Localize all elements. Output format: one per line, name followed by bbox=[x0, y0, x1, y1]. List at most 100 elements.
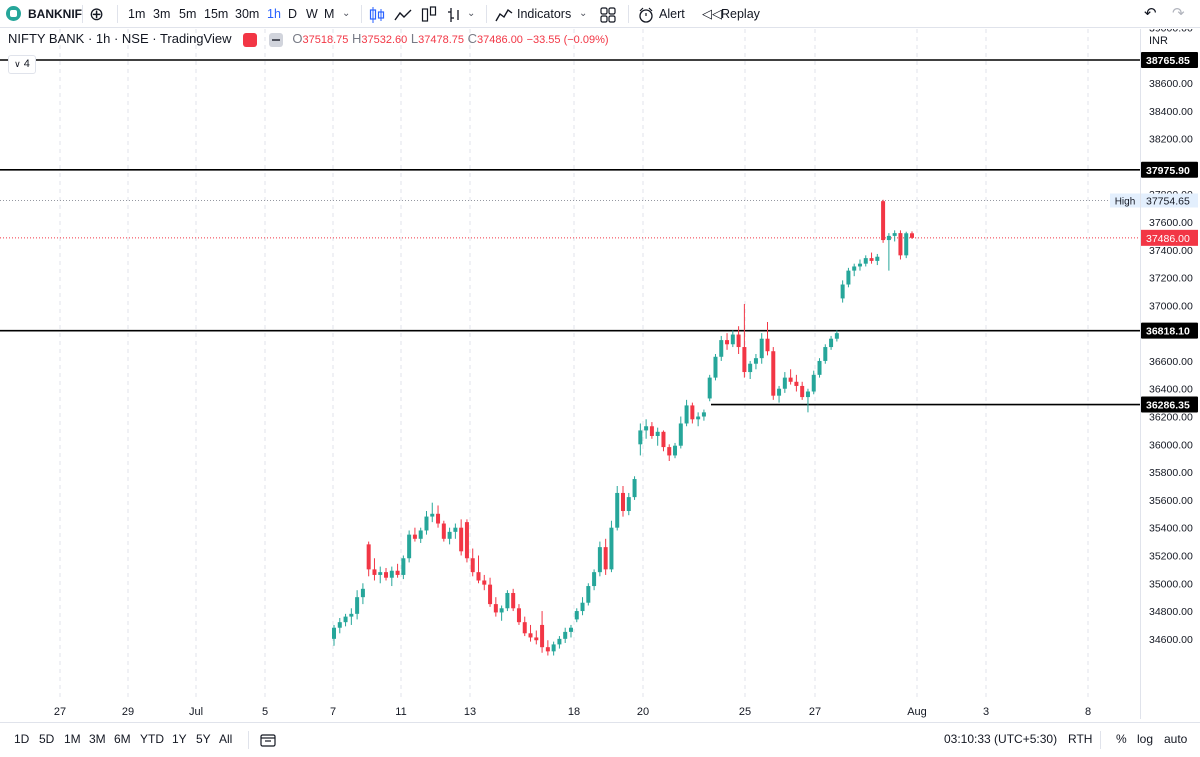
timeframe-D[interactable]: D bbox=[288, 7, 298, 21]
candle-body bbox=[886, 235, 891, 241]
range-5D[interactable]: 5D bbox=[39, 732, 55, 746]
replay-rewind-icon[interactable]: ◁◁ bbox=[702, 6, 722, 21]
redo-icon[interactable]: ↷ bbox=[1172, 5, 1185, 22]
chart-type-chevron-icon[interactable]: ⌄ bbox=[467, 8, 476, 19]
line-chart-type-icon[interactable] bbox=[394, 0, 412, 28]
last-price-label: 37486.00 bbox=[1146, 233, 1190, 245]
goto-date-icon[interactable] bbox=[260, 723, 276, 756]
auto-scale-toggle[interactable]: auto bbox=[1164, 732, 1188, 746]
range-6M[interactable]: 6M bbox=[114, 732, 131, 746]
range-5Y[interactable]: 5Y bbox=[196, 732, 211, 746]
timeframe-M[interactable]: M bbox=[324, 7, 335, 21]
candles-chart-type-icon[interactable] bbox=[369, 0, 385, 28]
price-tick-label: 38400.00 bbox=[1149, 106, 1193, 118]
compare-bars-icon[interactable] bbox=[421, 0, 437, 28]
candle-body bbox=[482, 580, 487, 585]
time-axis-label: 25 bbox=[739, 706, 751, 718]
time-axis-label: Aug bbox=[907, 706, 927, 718]
range-1M[interactable]: 1M bbox=[64, 732, 81, 746]
price-axis[interactable]: 39000.0038600.0038400.0038200.0037800.00… bbox=[1140, 29, 1200, 719]
log-scale-toggle[interactable]: log bbox=[1137, 732, 1154, 746]
alert-button[interactable]: Alert bbox=[659, 7, 685, 21]
candle-body bbox=[366, 544, 371, 570]
range-1D[interactable]: 1D bbox=[14, 732, 30, 746]
range-YTD[interactable]: YTD bbox=[140, 732, 164, 746]
range-3M[interactable]: 3M bbox=[89, 732, 106, 746]
timeframe-1h[interactable]: 1h bbox=[267, 7, 281, 21]
timeframe-30m[interactable]: 30m bbox=[235, 7, 260, 21]
timeframe-3m[interactable]: 3m bbox=[153, 7, 171, 21]
timeframe-1m[interactable]: 1m bbox=[128, 7, 146, 21]
candle-body bbox=[580, 602, 585, 612]
layout-grid-icon[interactable] bbox=[600, 0, 616, 28]
add-symbol-icon[interactable]: ⊕ bbox=[89, 4, 105, 24]
timeframe-dropdown-chevron-icon[interactable]: ⌄ bbox=[342, 8, 351, 19]
legend-close-value: 37486.00 bbox=[477, 34, 523, 46]
price-tick-label: 36200.00 bbox=[1149, 412, 1193, 424]
range-All[interactable]: All bbox=[219, 732, 233, 746]
candle-body bbox=[771, 351, 776, 396]
bottom-divider bbox=[1100, 731, 1101, 749]
candle-body bbox=[574, 611, 579, 620]
currency-label[interactable]: INR bbox=[1149, 35, 1168, 47]
indicators-collapse-toggle[interactable]: ∨ 4 bbox=[8, 55, 36, 74]
level-price-label: 36818.10 bbox=[1146, 326, 1190, 338]
indicators-button[interactable]: Indicators bbox=[517, 7, 572, 21]
alarm-clock-icon[interactable] bbox=[637, 0, 655, 28]
candle-body bbox=[557, 638, 562, 645]
last-price-badge bbox=[1141, 229, 1198, 246]
legend-change-value: −33.55 (−0.09%) bbox=[526, 34, 609, 46]
level-price-label: 38765.85 bbox=[1146, 55, 1190, 67]
timeframe-W[interactable]: W bbox=[306, 7, 318, 21]
candle-body bbox=[719, 340, 724, 357]
replay-button[interactable]: Replay bbox=[721, 7, 760, 21]
top-toolbar: BANKNIF ⊕ 1m 3m 5m 15m 30m 1h D W M ⌄ ⌄ … bbox=[0, 0, 1200, 28]
candle-body bbox=[378, 572, 383, 575]
indicators-icon[interactable] bbox=[495, 0, 513, 28]
bar-chart-type-icon[interactable] bbox=[446, 0, 462, 28]
candle-body bbox=[713, 356, 718, 378]
high-value-badge bbox=[1141, 193, 1198, 208]
timeframe-5m[interactable]: 5m bbox=[179, 7, 197, 21]
candle-body bbox=[401, 558, 406, 575]
candle-body bbox=[644, 426, 649, 431]
candle-body bbox=[857, 263, 862, 267]
candle-body bbox=[701, 412, 706, 417]
legend-color-swatch[interactable] bbox=[243, 32, 258, 47]
toolbar-divider bbox=[486, 5, 487, 23]
session-toggle[interactable]: RTH bbox=[1068, 732, 1093, 746]
time-axis-label: 11 bbox=[395, 706, 406, 718]
price-tick-label: 35600.00 bbox=[1149, 495, 1193, 507]
price-tick-label: 37200.00 bbox=[1149, 273, 1193, 285]
candle-body bbox=[684, 405, 689, 424]
candle-body bbox=[551, 644, 556, 652]
range-1Y[interactable]: 1Y bbox=[172, 732, 187, 746]
level-price-label: 37975.90 bbox=[1146, 165, 1190, 177]
candle-body bbox=[690, 405, 695, 420]
series-legend: NIFTY BANK · 1h · NSE · TradingView O375… bbox=[8, 31, 609, 47]
clock-timezone[interactable]: 03:10:33 (UTC+5:30) bbox=[944, 732, 1058, 746]
symbol-search-button[interactable]: BANKNIF bbox=[28, 7, 82, 21]
price-tick-label: 36400.00 bbox=[1149, 384, 1193, 396]
bottom-divider bbox=[248, 731, 249, 749]
legend-minus-icon[interactable] bbox=[268, 32, 283, 47]
candle-body bbox=[904, 233, 909, 256]
candle-body bbox=[898, 233, 903, 256]
timeframe-15m[interactable]: 15m bbox=[204, 7, 229, 21]
legend-high-value: 37532.60 bbox=[361, 34, 408, 46]
candle-body bbox=[811, 374, 816, 392]
undo-icon[interactable]: ↶ bbox=[1144, 5, 1157, 22]
candle-body bbox=[563, 631, 568, 639]
candle-body bbox=[788, 377, 793, 382]
candle-body bbox=[782, 377, 787, 389]
candle-body bbox=[505, 592, 510, 609]
indicators-chevron-icon[interactable]: ⌄ bbox=[579, 8, 588, 19]
price-tick-label: 37000.00 bbox=[1149, 300, 1193, 312]
time-axis-label: 8 bbox=[1085, 706, 1091, 718]
candle-body bbox=[441, 523, 446, 539]
candle-body bbox=[829, 338, 834, 348]
percent-scale-toggle[interactable]: % bbox=[1116, 732, 1127, 746]
time-axis-label: 18 bbox=[568, 706, 580, 718]
